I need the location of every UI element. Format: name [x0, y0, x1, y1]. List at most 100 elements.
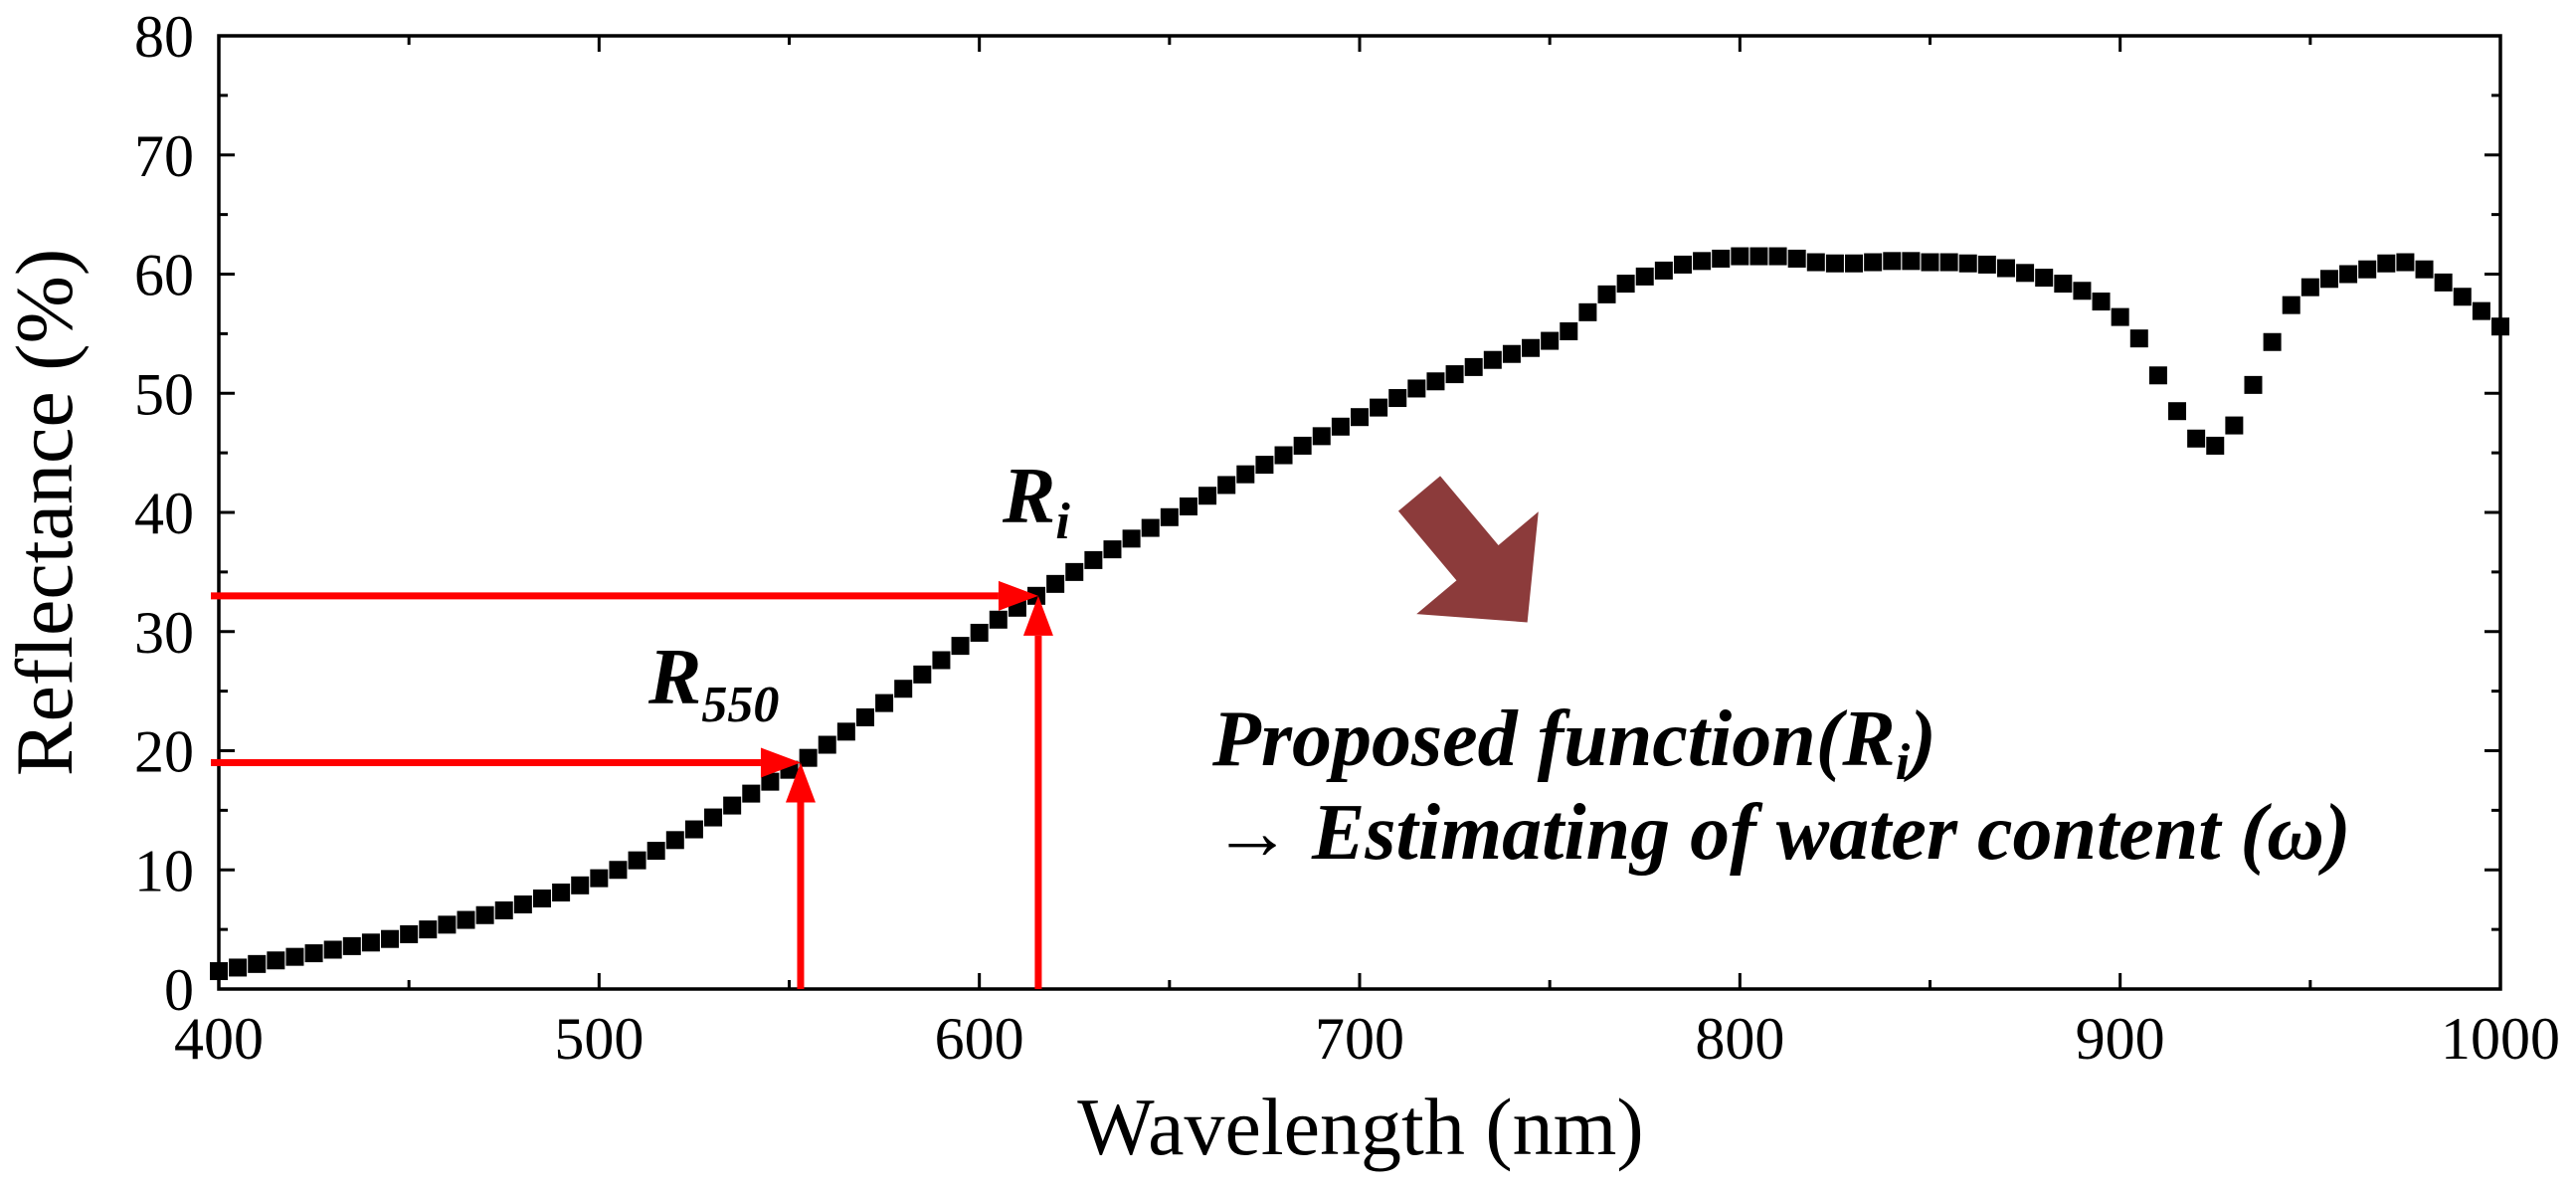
data-point — [894, 680, 913, 698]
data-point — [494, 900, 513, 919]
data-point — [419, 920, 438, 939]
ri-label-subscript: i — [1055, 494, 1070, 550]
data-point — [989, 610, 1008, 629]
y-tick-label: 70 — [134, 123, 194, 189]
data-series — [210, 247, 2509, 981]
data-point — [2225, 416, 2244, 435]
r550-label-symbol: R — [647, 634, 701, 721]
data-point — [1255, 456, 1274, 475]
data-point — [2187, 429, 2206, 448]
data-point — [381, 929, 400, 948]
data-point — [438, 915, 457, 934]
x-tick-label: 400 — [174, 1006, 264, 1072]
y-tick-label: 10 — [134, 838, 194, 903]
annotation-r550-horizontal-arrow-head — [760, 747, 801, 778]
r550-label: R550 — [647, 634, 779, 733]
y-tick-label: 60 — [134, 243, 194, 308]
data-point — [1122, 529, 1141, 548]
data-point — [2453, 288, 2472, 306]
y-tick-label: 40 — [134, 481, 194, 546]
data-point — [1635, 267, 1654, 286]
data-point — [2358, 260, 2377, 279]
annotation-r550-vertical-arrow — [785, 762, 816, 989]
data-point — [2092, 293, 2111, 311]
note-line-1: Proposed function(Ri) — [1211, 695, 1936, 791]
x-tick-label: 600 — [935, 1006, 1024, 1072]
data-point — [361, 933, 380, 952]
y-axis-title: Reflectance (%) — [0, 249, 90, 776]
data-point — [1084, 550, 1103, 569]
data-point — [590, 869, 609, 888]
data-point — [2016, 264, 2035, 283]
x-axis-title: Wavelength (nm) — [1077, 1082, 1643, 1172]
data-point — [2396, 253, 2415, 272]
data-point — [704, 808, 723, 827]
data-point — [609, 861, 628, 880]
data-point — [1483, 350, 1502, 369]
data-point — [457, 910, 475, 929]
data-point — [1141, 518, 1160, 537]
data-point — [1046, 574, 1065, 593]
annotation-arrows — [211, 580, 1053, 989]
note-line-1-subscript: i — [1896, 734, 1911, 791]
data-point — [2054, 275, 2073, 294]
data-point — [1939, 253, 1958, 272]
data-point — [285, 947, 304, 966]
note-line-1-suffix: ) — [1904, 695, 1936, 783]
plot-frame — [217, 34, 2502, 991]
data-point — [665, 831, 684, 850]
annotation-r550-vertical-arrow-head — [785, 762, 816, 803]
x-tick-label: 800 — [1695, 1006, 1784, 1072]
data-point — [1541, 331, 1560, 350]
data-point — [1958, 254, 1977, 273]
data-point — [1198, 487, 1217, 505]
data-point — [1464, 357, 1483, 376]
data-point — [1522, 338, 1541, 357]
data-point — [1388, 389, 1407, 408]
data-point — [1293, 436, 1312, 455]
x-tick-label: 900 — [2076, 1006, 2165, 1072]
r550-label-subscript: 550 — [701, 677, 779, 733]
data-point — [1825, 254, 1844, 273]
data-point — [1370, 398, 1388, 417]
data-point — [1331, 417, 1350, 436]
data-point — [475, 905, 494, 924]
data-point — [2282, 296, 2300, 314]
data-point — [875, 694, 894, 712]
data-point — [400, 924, 419, 943]
data-point — [1103, 540, 1122, 559]
data-point — [932, 651, 951, 670]
data-point — [1996, 259, 2015, 278]
data-point — [342, 936, 361, 955]
y-tick-label: 50 — [134, 361, 194, 427]
data-point — [323, 940, 342, 959]
data-point — [1654, 261, 1673, 280]
data-point — [818, 735, 836, 754]
data-point — [1864, 253, 1883, 272]
data-point — [2415, 260, 2434, 279]
data-point — [2377, 254, 2396, 273]
y-tick-label: 30 — [134, 600, 194, 666]
data-point — [836, 722, 855, 741]
data-point — [1616, 275, 1635, 294]
data-point — [1883, 252, 1902, 271]
data-point — [1902, 252, 1921, 271]
data-point — [2263, 332, 2282, 351]
data-point — [571, 876, 590, 894]
y-tick-label: 20 — [134, 719, 194, 785]
annotation-ri-vertical-arrow-head — [1022, 595, 1053, 636]
data-point — [2339, 265, 2358, 284]
data-point — [913, 665, 932, 684]
down-right-arrow-icon — [1397, 476, 1539, 623]
data-point — [1560, 321, 1578, 340]
data-point — [2300, 278, 2319, 297]
annotation-r550-horizontal-arrow — [211, 747, 801, 778]
data-point — [2129, 329, 2148, 348]
data-point — [229, 958, 248, 977]
data-point — [2148, 366, 2167, 385]
y-tick-label: 80 — [134, 4, 194, 70]
note-line-2: → Estimating of water content (ω) — [1212, 789, 2351, 877]
data-point — [1921, 253, 1939, 272]
data-point — [1787, 249, 1806, 268]
data-point — [1351, 408, 1369, 427]
